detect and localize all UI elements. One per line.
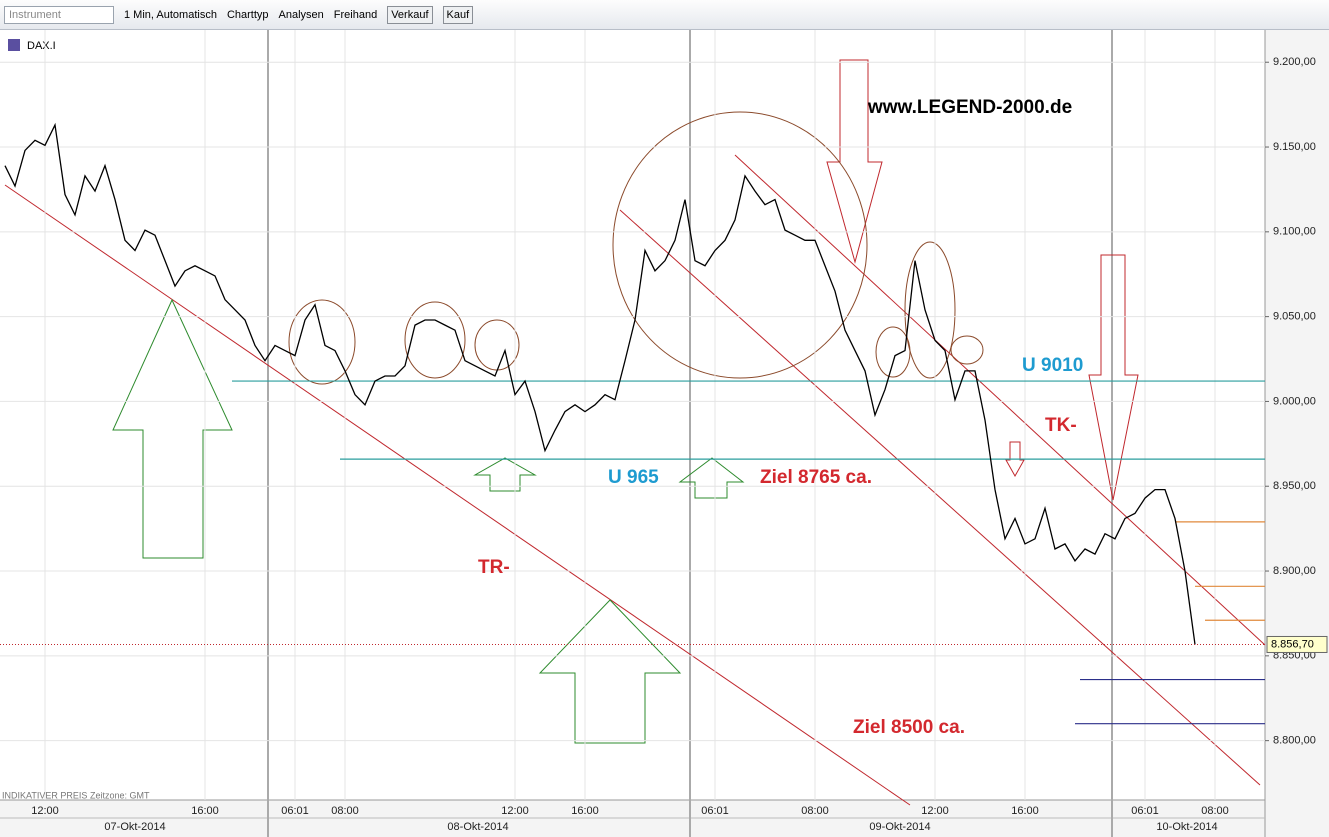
x-tick-label: 12:00 [501,805,529,817]
toolbar: Instrument 1 Min, Automatisch Charttyp A… [0,0,1329,30]
instrument-input[interactable]: Instrument [4,5,114,24]
sell-button[interactable]: Verkauf [387,5,433,24]
footer-note: INDIKATIVER PREIS [2,790,87,800]
y-tick-label: 8.800,00 [1273,735,1316,747]
x-tick-label: 06:01 [701,805,729,817]
last-price-box [1266,635,1328,653]
chart-type-menu[interactable]: Charttyp [226,8,269,21]
last-price-label: 8.856,70 [1271,638,1314,650]
price-line [4,122,1196,645]
annotation: Ziel 8500 ca. [853,717,965,738]
x-tick-label: 06:01 [281,805,309,817]
date-label: 09-Okt-2014 [869,821,930,833]
y-tick-label: 9.150,00 [1273,141,1316,153]
analyses-menu[interactable]: Analysen [278,8,324,21]
annotation: TK- [1045,415,1077,436]
freehand-menu[interactable]: Freihand [333,8,378,21]
symbol[interactable]: DAX.I [27,40,56,52]
y-tick-label: 9.100,00 [1273,226,1316,238]
x-tick-label: 12:00 [921,805,949,817]
annotation: www.LEGEND-2000.de [867,97,1072,118]
x-tick-label: 12:00 [31,805,59,817]
x-tick-label: 08:00 [1201,805,1229,817]
drawings [4,59,1266,806]
annotation: U 9010 [1022,355,1083,376]
x-tick-label: 16:00 [571,805,599,817]
x-tick-label: 06:01 [1131,805,1159,817]
x-tick-label: 16:00 [1011,805,1039,817]
date-label: 07-Okt-2014 [104,821,165,833]
y-tick-label: 8.900,00 [1273,565,1316,577]
date-label: 10-Okt-2014 [1156,821,1217,833]
symbol-icon [8,39,20,51]
buy-button[interactable]: Kauf [442,5,474,24]
interval-menu[interactable]: 1 Min, Automatisch [124,8,217,21]
x-tick-label: 08:00 [331,805,359,817]
x-tick-label: 08:00 [801,805,829,817]
annotation: TR- [478,557,510,578]
y-tick-label: 9.200,00 [1273,56,1316,68]
footer-note: Zeitzone: GMT [90,790,150,800]
y-tick-label: 9.050,00 [1273,311,1316,323]
y-tick-label: 8.950,00 [1273,480,1316,492]
x-tick-label: 16:00 [191,805,219,817]
chart: DAX.I 8.800,008.850,008.900,008.950,009.… [0,30,1329,837]
y-axis-panel [1265,30,1329,837]
date-label: 08-Okt-2014 [447,821,508,833]
annotation: U 965 [608,467,659,488]
session-separators [267,30,1113,837]
y-tick-label: 9.000,00 [1273,395,1316,407]
annotation: Ziel 8765 ca. [760,467,872,488]
